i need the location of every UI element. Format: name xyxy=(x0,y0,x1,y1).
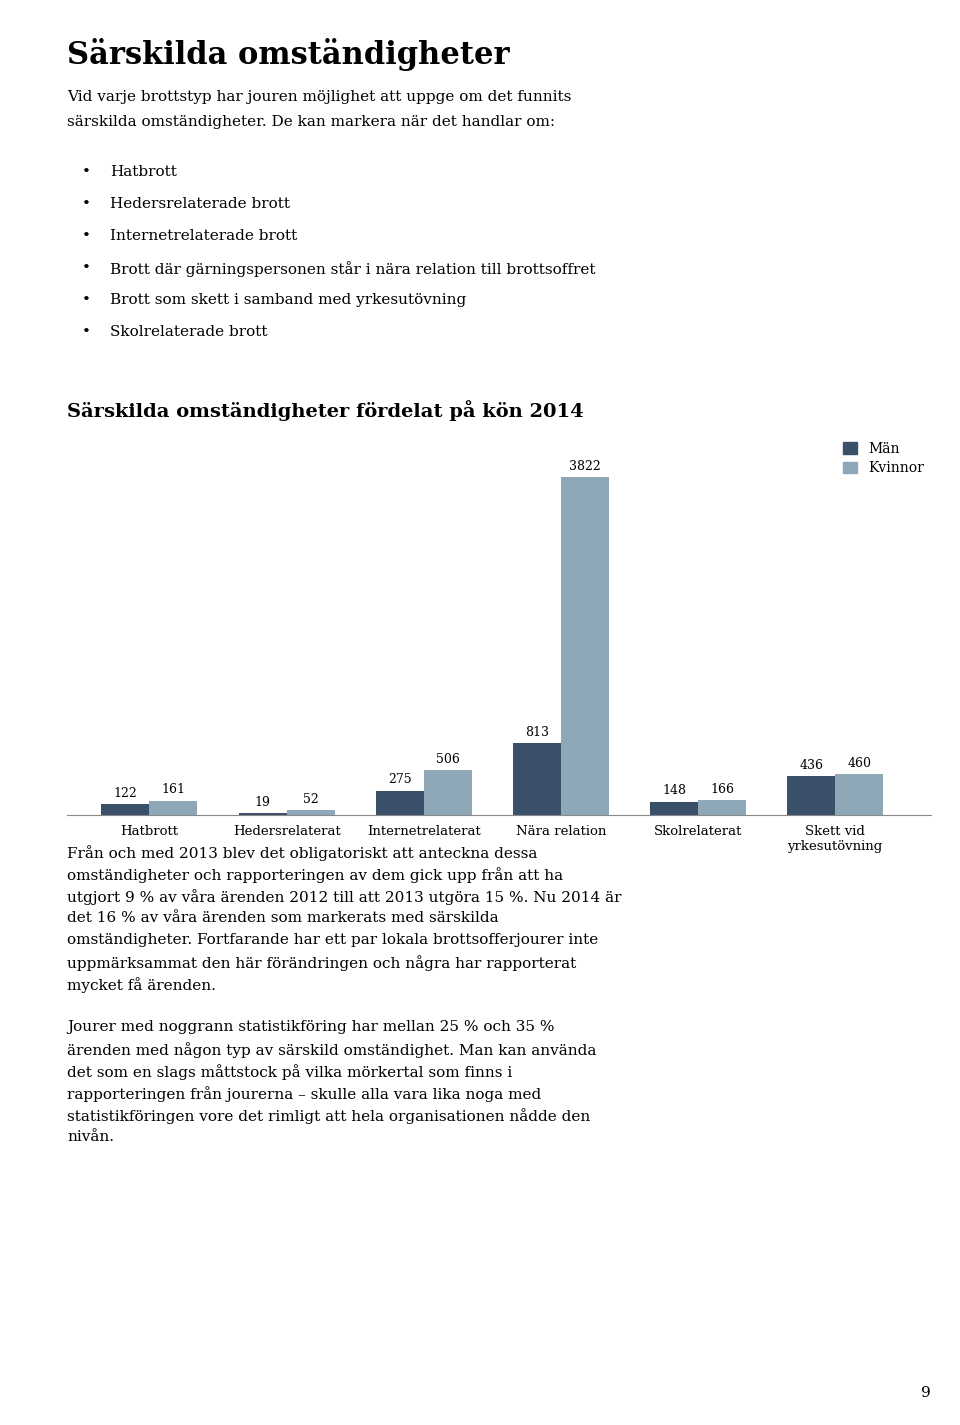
Bar xyxy=(698,801,746,815)
Text: Från och med 2013 blev det obligatoriskt att anteckna dessa: Från och med 2013 blev det obligatoriskt… xyxy=(67,845,538,861)
Text: omständigheter och rapporteringen av dem gick upp från att ha: omständigheter och rapporteringen av dem… xyxy=(67,866,564,884)
Text: statistikföringen vore det rimligt att hela organisationen nådde den: statistikföringen vore det rimligt att h… xyxy=(67,1109,590,1124)
Text: det 16 % av våra ärenden som markerats med särskilda: det 16 % av våra ärenden som markerats m… xyxy=(67,911,499,925)
Text: •: • xyxy=(82,294,90,306)
Text: Jourer med noggrann statistikföring har mellan 25 % och 35 %: Jourer med noggrann statistikföring har … xyxy=(67,1020,555,1035)
Text: 460: 460 xyxy=(847,757,871,770)
Bar xyxy=(423,771,471,815)
Text: Brott som skett i samband med yrkesutövning: Brott som skett i samband med yrkesutövn… xyxy=(110,294,467,306)
Bar xyxy=(150,801,198,815)
Text: 19: 19 xyxy=(254,795,271,809)
Text: särskilda omständigheter. De kan markera när det handlar om:: särskilda omständigheter. De kan markera… xyxy=(67,115,555,130)
Text: 813: 813 xyxy=(525,725,549,738)
Bar xyxy=(561,477,609,815)
Text: det som en slags måttstock på vilka mörkertal som finns i: det som en slags måttstock på vilka mörk… xyxy=(67,1064,513,1080)
Text: Hatbrott: Hatbrott xyxy=(110,165,178,180)
Text: Särskilda omständigheter: Särskilda omständigheter xyxy=(67,38,510,71)
Text: 166: 166 xyxy=(710,782,734,795)
Text: Särskilda omständigheter fördelat på kön 2014: Särskilda omständigheter fördelat på kön… xyxy=(67,400,584,420)
Text: 9: 9 xyxy=(922,1387,931,1399)
Text: 3822: 3822 xyxy=(569,460,601,473)
Text: Hedersrelaterade brott: Hedersrelaterade brott xyxy=(110,197,290,211)
Bar xyxy=(787,777,835,815)
Text: 122: 122 xyxy=(113,787,137,799)
Bar xyxy=(375,791,423,815)
Bar xyxy=(287,811,335,815)
Text: Vid varje brottstyp har jouren möjlighet att uppge om det funnits: Vid varje brottstyp har jouren möjlighet… xyxy=(67,90,571,104)
Text: Brott där gärningspersonen står i nära relation till brottsoffret: Brott där gärningspersonen står i nära r… xyxy=(110,261,596,276)
Text: 52: 52 xyxy=(302,792,319,807)
Text: 148: 148 xyxy=(662,784,686,798)
Text: Internetrelaterade brott: Internetrelaterade brott xyxy=(110,229,298,244)
Text: uppmärksammat den här förändringen och några har rapporterat: uppmärksammat den här förändringen och n… xyxy=(67,955,576,970)
Text: mycket få ärenden.: mycket få ärenden. xyxy=(67,978,216,993)
Text: omständigheter. Fortfarande har ett par lokala brottsofferjourer inte: omständigheter. Fortfarande har ett par … xyxy=(67,933,598,948)
Text: •: • xyxy=(82,229,90,244)
Text: 506: 506 xyxy=(436,752,460,765)
Text: •: • xyxy=(82,325,90,339)
Text: rapporteringen från jourerna – skulle alla vara lika noga med: rapporteringen från jourerna – skulle al… xyxy=(67,1086,541,1102)
Text: •: • xyxy=(82,165,90,180)
Text: utgjort 9 % av våra ärenden 2012 till att 2013 utgöra 15 %. Nu 2014 är: utgjort 9 % av våra ärenden 2012 till at… xyxy=(67,889,622,905)
Legend: Män, Kvinnor: Män, Kvinnor xyxy=(844,442,924,476)
Text: •: • xyxy=(82,261,90,275)
Text: Skolrelaterade brott: Skolrelaterade brott xyxy=(110,325,268,339)
Bar xyxy=(513,744,561,815)
Bar xyxy=(650,802,698,815)
Text: nivån.: nivån. xyxy=(67,1130,114,1144)
Bar xyxy=(835,774,883,815)
Bar xyxy=(239,814,287,815)
Text: •: • xyxy=(82,197,90,211)
Text: ärenden med någon typ av särskild omständighet. Man kan använda: ärenden med någon typ av särskild omstän… xyxy=(67,1042,596,1057)
Text: 161: 161 xyxy=(161,784,185,797)
Bar xyxy=(102,804,150,815)
Text: 275: 275 xyxy=(388,774,412,787)
Text: 436: 436 xyxy=(799,760,823,772)
